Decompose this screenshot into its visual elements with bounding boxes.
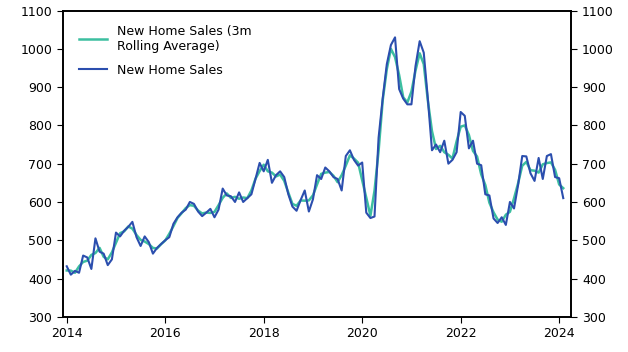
Line: New Home Sales: New Home Sales bbox=[67, 37, 563, 275]
New Home Sales (3m
Rolling Average) bbox=[182, 206, 190, 210]
New Home Sales (3m
Rolling Average) bbox=[227, 196, 235, 200]
New Home Sales (3m
Rolling Average) bbox=[383, 67, 391, 71]
New Home Sales (3m
Rolling Average) bbox=[338, 173, 345, 177]
Line: New Home Sales (3m
Rolling Average): New Home Sales (3m Rolling Average) bbox=[67, 49, 563, 273]
New Home Sales (3m
Rolling Average) bbox=[560, 186, 567, 190]
New Home Sales bbox=[338, 188, 345, 193]
New Home Sales (3m
Rolling Average) bbox=[551, 168, 559, 172]
New Home Sales bbox=[227, 194, 235, 198]
New Home Sales bbox=[63, 264, 70, 268]
New Home Sales bbox=[383, 62, 391, 66]
New Home Sales (3m
Rolling Average) bbox=[63, 268, 70, 272]
New Home Sales bbox=[531, 179, 538, 183]
New Home Sales bbox=[182, 207, 190, 212]
New Home Sales bbox=[391, 35, 399, 39]
New Home Sales (3m
Rolling Average) bbox=[71, 271, 78, 275]
New Home Sales (3m
Rolling Average) bbox=[531, 169, 538, 173]
Legend: New Home Sales (3m
Rolling Average), New Home Sales: New Home Sales (3m Rolling Average), New… bbox=[74, 20, 256, 82]
New Home Sales bbox=[67, 272, 75, 277]
New Home Sales bbox=[560, 196, 567, 200]
New Home Sales (3m
Rolling Average) bbox=[387, 47, 394, 51]
New Home Sales bbox=[551, 175, 559, 179]
